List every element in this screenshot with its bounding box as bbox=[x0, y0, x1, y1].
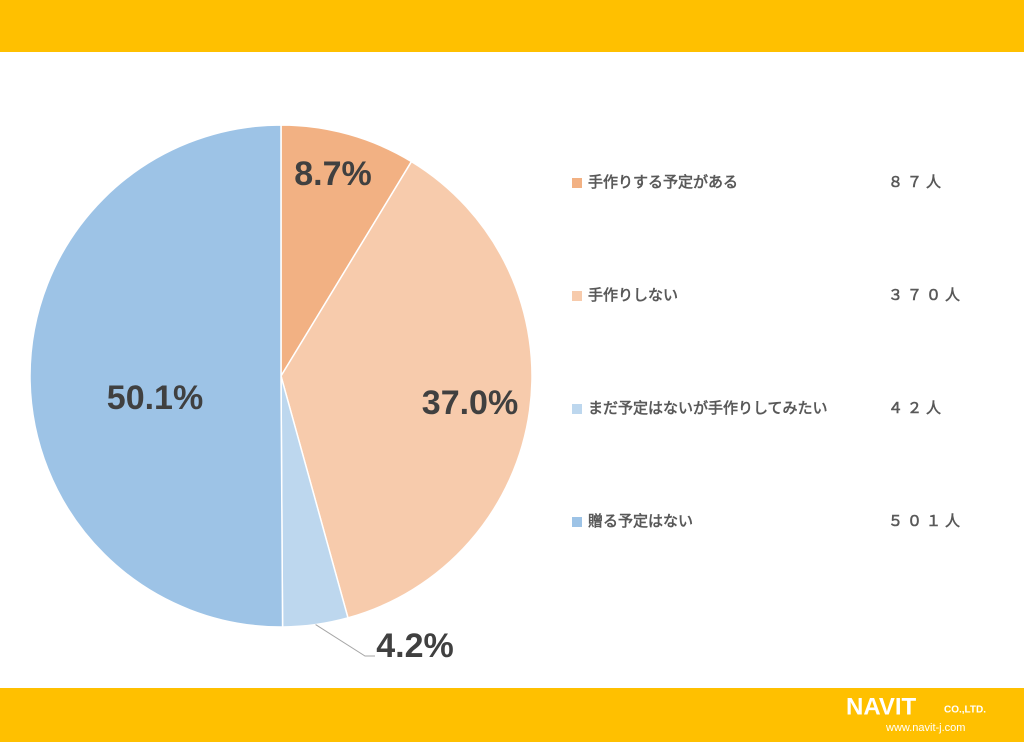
slice bbox=[280, 160, 533, 619]
logo-company: CO.,LTD. bbox=[944, 705, 986, 716]
logo-url: www.navit-j.com bbox=[885, 722, 965, 734]
legend-swatch bbox=[572, 404, 582, 414]
legend-label: 手作りする予定がある bbox=[588, 173, 738, 191]
slice bbox=[29, 124, 284, 628]
data-label: 37.0% bbox=[422, 384, 518, 422]
legend-label: まだ予定はないが手作りしてみたい bbox=[588, 399, 828, 417]
legend-count: ３７０人 bbox=[888, 287, 964, 304]
data-label: 8.7% bbox=[294, 155, 372, 193]
data-label: 4.2% bbox=[376, 627, 454, 665]
slice bbox=[280, 124, 413, 379]
logo: NAVIT bbox=[846, 693, 917, 720]
data-label: 50.1% bbox=[107, 379, 203, 417]
legend-label: 手作りしない bbox=[588, 286, 678, 304]
legend-count: ５０１人 bbox=[888, 513, 964, 530]
legend-swatch bbox=[572, 291, 582, 301]
legend-label: 贈る予定はない bbox=[588, 512, 693, 530]
legend-swatch bbox=[572, 178, 582, 188]
legend-swatch bbox=[572, 517, 582, 527]
legend-count: ８７人 bbox=[888, 174, 945, 191]
top-bar bbox=[0, 0, 1024, 52]
leader-line bbox=[315, 624, 375, 657]
legend-count: ４２人 bbox=[888, 400, 945, 417]
bottom-bar bbox=[0, 688, 1024, 742]
